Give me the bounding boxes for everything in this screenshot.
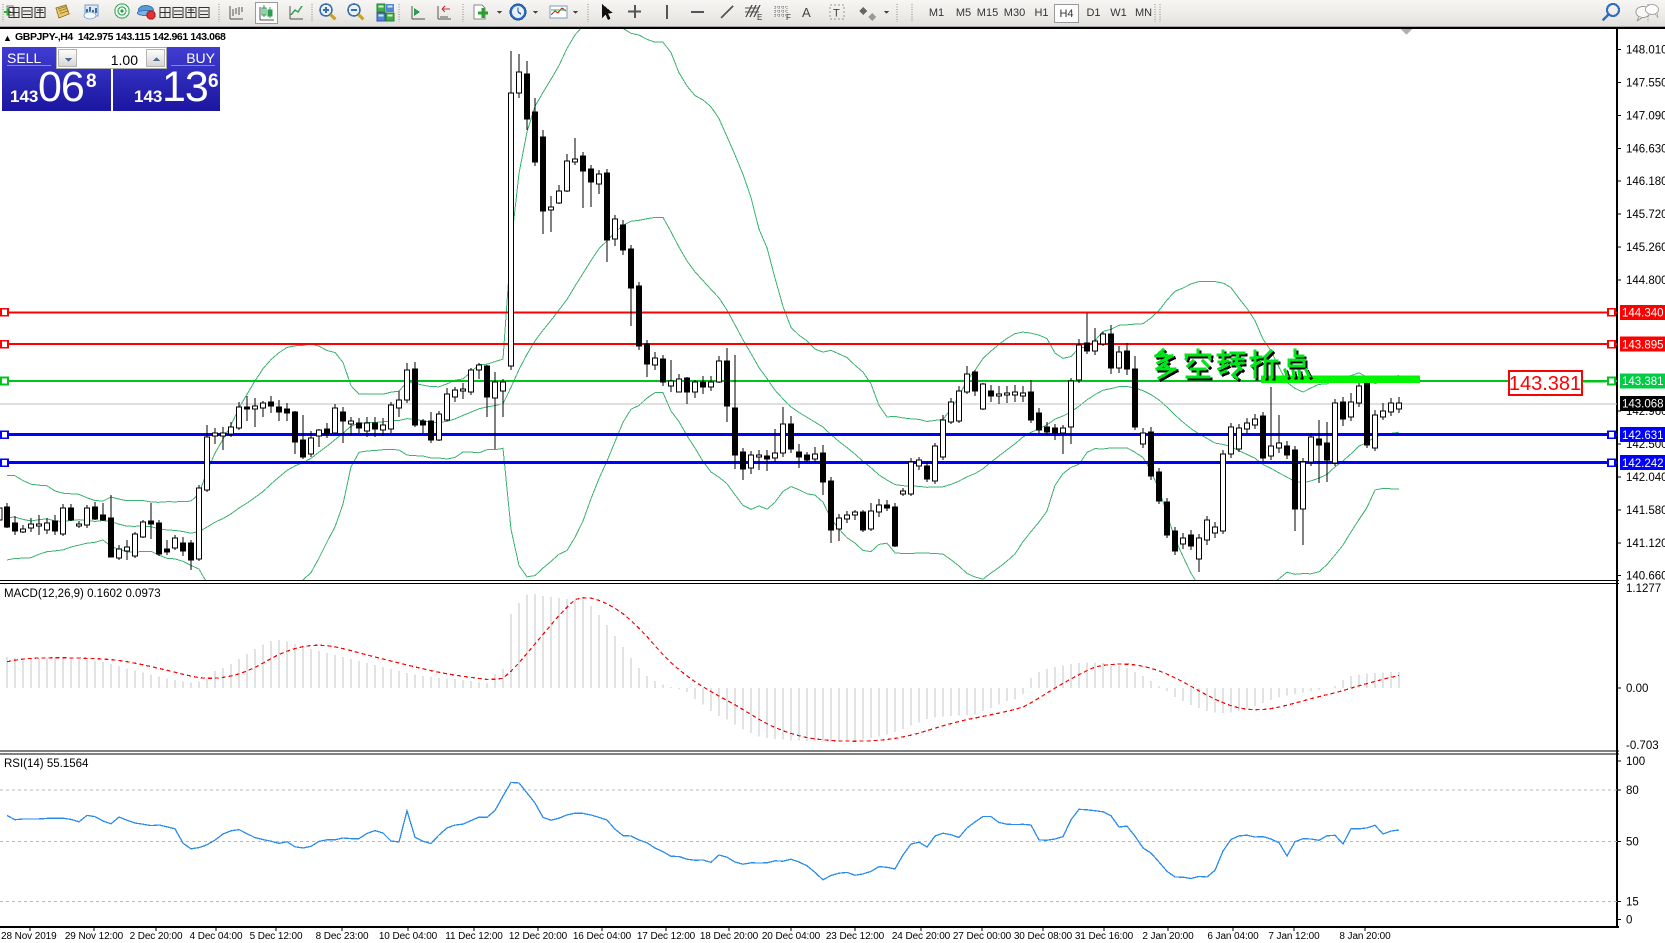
- svg-text:8 Dec 23:00: 8 Dec 23:00: [316, 931, 369, 942]
- svg-text:2 Dec 20:00: 2 Dec 20:00: [130, 931, 183, 942]
- svg-text:142.631: 142.631: [1622, 430, 1664, 442]
- svg-text:147.090: 147.090: [1626, 110, 1665, 122]
- svg-text:E: E: [757, 13, 762, 22]
- svg-text:15: 15: [1626, 897, 1639, 909]
- svg-text:145.720: 145.720: [1626, 209, 1665, 221]
- svg-text:146.180: 146.180: [1626, 176, 1665, 188]
- svg-text:7 Jan 12:00: 7 Jan 12:00: [1268, 931, 1320, 942]
- svg-text:143.895: 143.895: [1622, 339, 1664, 351]
- svg-text:12 Dec 20:00: 12 Dec 20:00: [509, 931, 568, 942]
- svg-text:28 Nov 2019: 28 Nov 2019: [1, 931, 57, 942]
- svg-text:148.010: 148.010: [1626, 45, 1665, 57]
- svg-text:140.660: 140.660: [1626, 571, 1665, 583]
- svg-text:17 Dec 12:00: 17 Dec 12:00: [637, 931, 696, 942]
- svg-text:-0.703: -0.703: [1626, 740, 1659, 752]
- svg-text:141.580: 141.580: [1626, 505, 1665, 517]
- svg-text:141.120: 141.120: [1626, 538, 1665, 550]
- svg-text:F: F: [786, 13, 791, 22]
- svg-text:4 Dec 04:00: 4 Dec 04:00: [190, 931, 243, 942]
- svg-text:MACD(12,26,9) 0.1602 0.0973: MACD(12,26,9) 0.1602 0.0973: [4, 588, 161, 600]
- svg-text:27 Dec 00:00: 27 Dec 00:00: [953, 931, 1012, 942]
- svg-text:80: 80: [1626, 785, 1639, 797]
- svg-text:142.040: 142.040: [1626, 472, 1665, 484]
- svg-text:30 Dec 08:00: 30 Dec 08:00: [1014, 931, 1073, 942]
- svg-text:0.00: 0.00: [1626, 683, 1648, 695]
- svg-text:144.800: 144.800: [1626, 275, 1665, 287]
- svg-text:24 Dec 20:00: 24 Dec 20:00: [892, 931, 951, 942]
- svg-text:143.068: 143.068: [1622, 399, 1664, 411]
- svg-text:16 Dec 04:00: 16 Dec 04:00: [573, 931, 632, 942]
- svg-text:RSI(14) 55.1564: RSI(14) 55.1564: [4, 758, 89, 770]
- svg-text:142.242: 142.242: [1622, 458, 1664, 470]
- svg-text:100: 100: [1626, 756, 1645, 768]
- svg-text:23 Dec 12:00: 23 Dec 12:00: [826, 931, 885, 942]
- svg-text:50: 50: [1626, 837, 1639, 849]
- svg-text:31 Dec 16:00: 31 Dec 16:00: [1075, 931, 1134, 942]
- svg-text:5 Dec 12:00: 5 Dec 12:00: [250, 931, 303, 942]
- svg-text:0: 0: [1626, 915, 1632, 927]
- svg-text:11 Dec 12:00: 11 Dec 12:00: [445, 931, 503, 942]
- svg-text:29 Nov 12:00: 29 Nov 12:00: [65, 931, 124, 942]
- svg-text:1.1277: 1.1277: [1626, 583, 1661, 595]
- svg-text:18 Dec 20:00: 18 Dec 20:00: [700, 931, 759, 942]
- svg-text:145.260: 145.260: [1626, 242, 1665, 254]
- svg-text:10 Dec 04:00: 10 Dec 04:00: [379, 931, 438, 942]
- svg-text:8 Jan 20:00: 8 Jan 20:00: [1339, 931, 1391, 942]
- svg-text:2 Jan 20:00: 2 Jan 20:00: [1142, 931, 1194, 942]
- svg-text:144.340: 144.340: [1622, 308, 1664, 320]
- svg-text:147.550: 147.550: [1626, 78, 1665, 90]
- svg-text:T: T: [833, 8, 840, 20]
- svg-text:143.381: 143.381: [1622, 376, 1664, 388]
- svg-text:143.381: 143.381: [1509, 373, 1581, 395]
- svg-text:A: A: [802, 5, 811, 20]
- svg-text:6 Jan 04:00: 6 Jan 04:00: [1207, 931, 1259, 942]
- svg-text:20 Dec 04:00: 20 Dec 04:00: [762, 931, 821, 942]
- svg-text:146.630: 146.630: [1626, 143, 1665, 155]
